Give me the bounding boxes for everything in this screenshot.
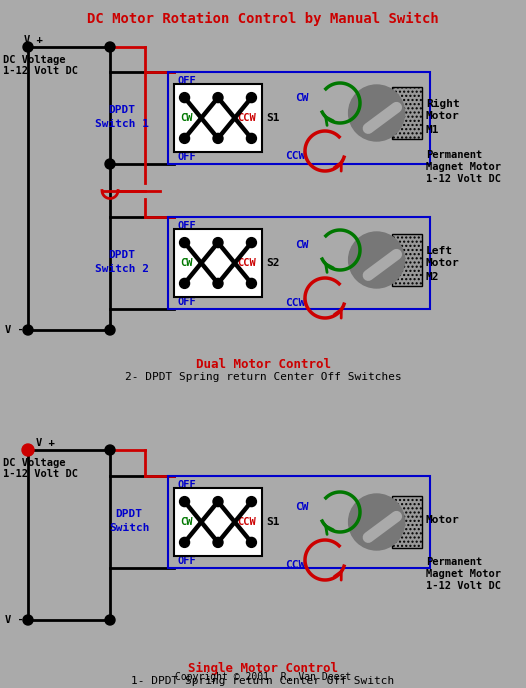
Circle shape <box>213 537 223 548</box>
Text: S1: S1 <box>266 113 279 123</box>
Circle shape <box>247 93 257 103</box>
Circle shape <box>247 497 257 506</box>
Text: OFF: OFF <box>177 556 196 566</box>
Text: Switch 2: Switch 2 <box>95 264 149 274</box>
Text: CW: CW <box>295 93 309 103</box>
Text: 1- DPDT Spring return Center Off Switch: 1- DPDT Spring return Center Off Switch <box>132 676 394 686</box>
Text: DC Voltage: DC Voltage <box>3 55 66 65</box>
Circle shape <box>179 497 189 506</box>
Text: CW: CW <box>180 258 193 268</box>
Circle shape <box>179 237 189 248</box>
Text: CCW: CCW <box>285 560 305 570</box>
Text: Motor: Motor <box>426 258 460 268</box>
Bar <box>168 476 430 568</box>
Text: 2- DPDT Spring return Center Off Switches: 2- DPDT Spring return Center Off Switche… <box>125 372 401 382</box>
Circle shape <box>213 93 223 103</box>
Text: S1: S1 <box>266 517 279 527</box>
Circle shape <box>23 615 33 625</box>
Text: Switch: Switch <box>109 523 149 533</box>
Bar <box>392 234 422 286</box>
Text: Motor: Motor <box>426 515 460 525</box>
Text: Permanent: Permanent <box>426 557 482 567</box>
Circle shape <box>22 444 34 456</box>
Text: CW: CW <box>295 240 309 250</box>
Text: CCW: CCW <box>237 113 256 123</box>
Circle shape <box>105 42 115 52</box>
Text: DC Motor Rotation Control by Manual Switch: DC Motor Rotation Control by Manual Swit… <box>87 12 439 26</box>
Circle shape <box>247 237 257 248</box>
Text: Dual Motor Control: Dual Motor Control <box>196 358 330 371</box>
Circle shape <box>213 279 223 288</box>
Text: Right: Right <box>426 99 460 109</box>
Text: DPDT: DPDT <box>108 250 136 260</box>
Text: S2: S2 <box>266 258 279 268</box>
Text: V +: V + <box>24 35 43 45</box>
Text: Magnet Motor: Magnet Motor <box>426 569 501 579</box>
Circle shape <box>213 237 223 248</box>
Bar <box>168 72 430 164</box>
Bar <box>392 87 422 139</box>
Circle shape <box>213 133 223 143</box>
Circle shape <box>179 279 189 288</box>
Bar <box>168 217 430 309</box>
Circle shape <box>105 445 115 455</box>
Text: CW: CW <box>295 502 309 512</box>
Bar <box>392 496 422 548</box>
Bar <box>174 229 262 297</box>
Text: Single Motor Control: Single Motor Control <box>188 662 338 675</box>
Text: M2: M2 <box>426 272 440 282</box>
Circle shape <box>247 279 257 288</box>
Circle shape <box>105 615 115 625</box>
Circle shape <box>179 133 189 143</box>
Circle shape <box>247 537 257 548</box>
Text: CCW: CCW <box>237 258 256 268</box>
Text: V +: V + <box>36 438 55 448</box>
Text: OFF: OFF <box>177 480 196 490</box>
Circle shape <box>349 85 404 141</box>
Text: Copyright © 2001  R. Van Deest: Copyright © 2001 R. Van Deest <box>175 672 351 682</box>
Text: CCW: CCW <box>285 151 305 161</box>
Text: OFF: OFF <box>177 221 196 231</box>
Circle shape <box>105 325 115 335</box>
Circle shape <box>23 325 33 335</box>
Text: DPDT: DPDT <box>116 509 143 519</box>
Text: M1: M1 <box>426 125 440 135</box>
Bar <box>174 84 262 152</box>
Text: OFF: OFF <box>177 297 196 307</box>
Circle shape <box>179 93 189 103</box>
Text: CW: CW <box>180 113 193 123</box>
Text: V -: V - <box>5 615 24 625</box>
Text: CW: CW <box>180 517 193 527</box>
Text: DPDT: DPDT <box>108 105 136 115</box>
Text: OFF: OFF <box>177 76 196 86</box>
Text: 1-12 Volt DC: 1-12 Volt DC <box>3 469 78 479</box>
Text: Left: Left <box>426 246 453 256</box>
Text: Magnet Motor: Magnet Motor <box>426 162 501 172</box>
Text: CCW: CCW <box>237 517 256 527</box>
Circle shape <box>349 494 404 550</box>
Circle shape <box>179 537 189 548</box>
Circle shape <box>105 159 115 169</box>
Circle shape <box>213 497 223 506</box>
Circle shape <box>247 133 257 143</box>
Text: Permanent: Permanent <box>426 150 482 160</box>
Text: 1-12 Volt DC: 1-12 Volt DC <box>426 581 501 591</box>
Text: OFF: OFF <box>177 152 196 162</box>
Text: V -: V - <box>5 325 24 335</box>
Text: Switch 1: Switch 1 <box>95 119 149 129</box>
Circle shape <box>349 232 404 288</box>
Text: 1-12 Volt DC: 1-12 Volt DC <box>3 66 78 76</box>
Text: 1-12 Volt DC: 1-12 Volt DC <box>426 174 501 184</box>
Text: CCW: CCW <box>285 298 305 308</box>
Bar <box>174 488 262 556</box>
Circle shape <box>23 42 33 52</box>
Text: DC Voltage: DC Voltage <box>3 458 66 468</box>
Text: Motor: Motor <box>426 111 460 121</box>
